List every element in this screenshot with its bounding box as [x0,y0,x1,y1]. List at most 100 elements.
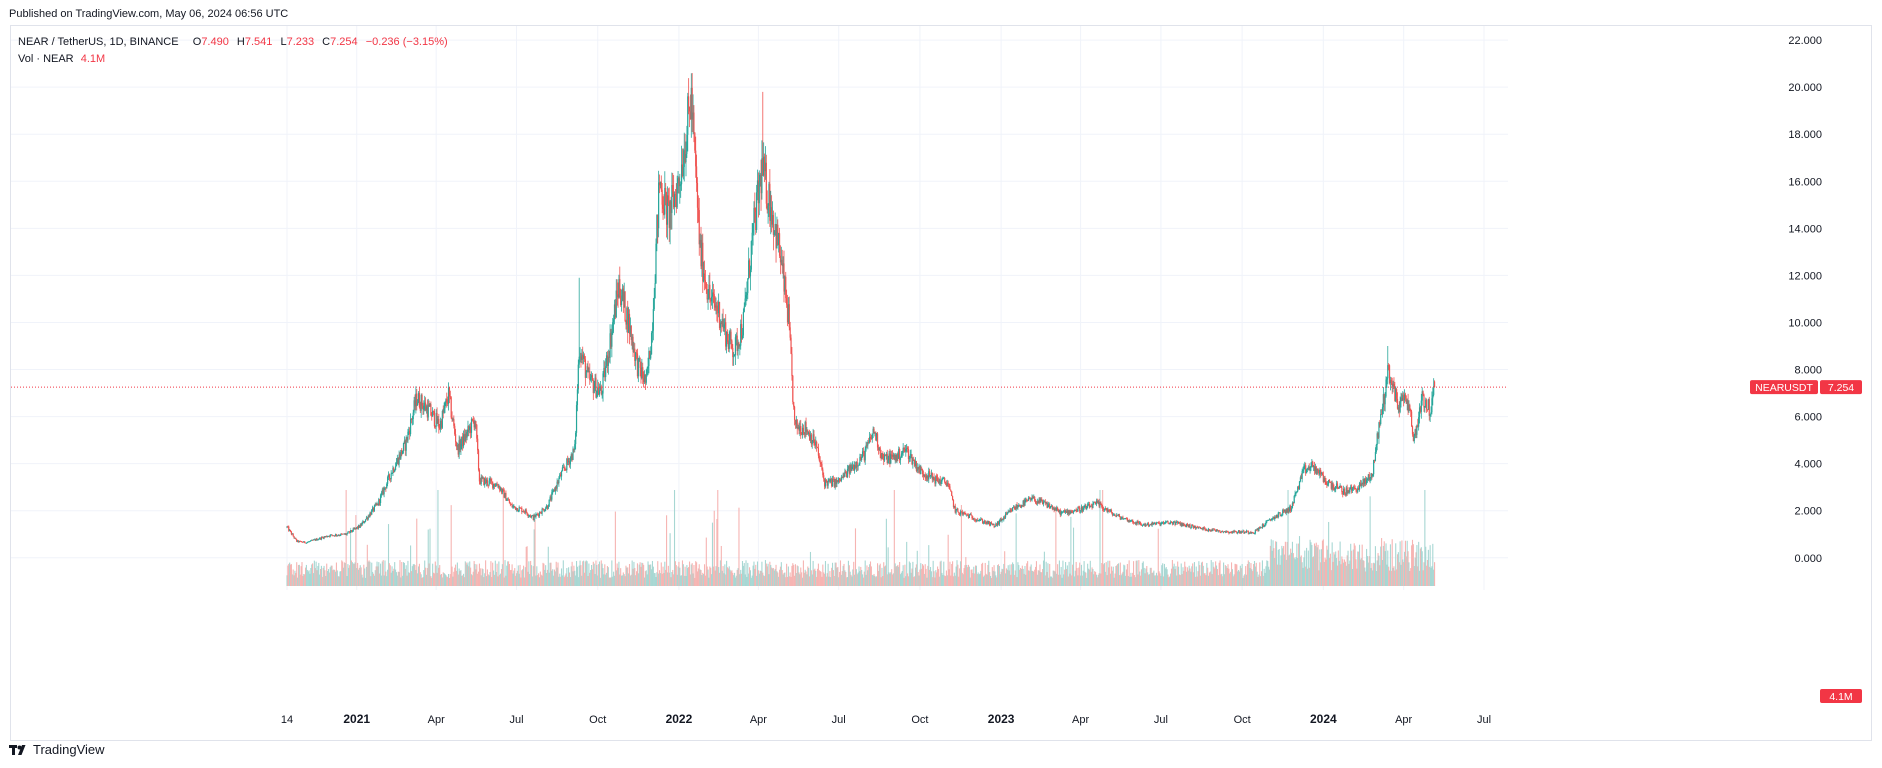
candle-body [1192,525,1195,528]
volume-bar [986,574,988,586]
candle-body [893,454,895,460]
volume-bar [993,565,995,586]
volume-bar [1082,570,1084,586]
volume-bar [699,569,701,586]
candle-body [439,420,442,429]
candle-body [460,444,462,450]
volume-bar [443,572,445,586]
candle-body [477,438,479,451]
candle-body [364,519,367,522]
candle-body [913,459,915,461]
candle-body [778,233,780,246]
candle-body [1381,407,1384,415]
volume-bar [937,566,939,586]
volume-bar [833,575,835,586]
candle-body [1219,530,1221,532]
candle-body [811,441,813,445]
volume-bar [1237,571,1239,586]
candle-body [425,406,428,411]
candle-body [295,537,297,540]
volume-bar [1362,560,1364,586]
candle-body [859,456,861,464]
volume-bar [305,564,307,586]
candle-body [1157,522,1159,524]
volume-bar [835,562,837,586]
volume-bar [1313,556,1315,586]
volume-bar [1298,536,1301,586]
volume-bar [1035,561,1037,586]
volume-bar [728,566,730,586]
volume-bar [1321,540,1324,586]
candle-body [1279,512,1281,516]
symbol-badge-text: NEARUSDT [1755,382,1813,394]
volume-bar [1371,563,1373,586]
candle-body [1134,522,1136,524]
volume-bar [769,561,771,586]
volume-bar [824,573,826,586]
candle-body [1000,518,1002,522]
candle-body [787,304,789,323]
candle-body [1240,531,1242,533]
candle-body [1192,524,1194,526]
volume-bar [473,561,475,586]
tradingview-brand[interactable]: TradingView [9,742,105,757]
candle-body [1110,510,1113,513]
candle-body [427,404,429,418]
open-label: O [192,36,202,48]
candle-body [358,525,360,528]
volume-bar [786,576,789,586]
volume-bar [1194,576,1196,586]
candle-body [512,506,514,508]
volume-bar [627,567,629,586]
volume-bar [1147,572,1149,586]
chart-frame[interactable] [10,25,1872,741]
volume-bar [569,577,571,586]
volume-bar [688,567,690,586]
candle-body [746,293,748,296]
candle-body [1082,507,1084,512]
volume-bar [745,560,747,586]
volume-bar [748,573,750,586]
candle-body [322,537,324,539]
volume-bar [1428,566,1430,586]
candle-body [813,434,815,445]
volume-bar [1001,568,1003,586]
volume-bar [829,571,831,586]
volume-bar [930,571,932,586]
candle-body [876,433,878,441]
volume-bar [1012,564,1015,586]
volume-bar [578,565,580,586]
candle-body [737,342,739,352]
candle-body [641,367,643,378]
volume-bar [678,561,680,586]
volume-bar [1070,516,1072,586]
candle-body [564,468,566,470]
candle-body [1432,394,1434,399]
candle-body [716,305,718,312]
candle-body [690,87,692,120]
candle-body [439,427,441,429]
volume-bar [1128,560,1130,586]
candle-body [1274,516,1276,520]
candle-body [907,448,910,460]
volume-bar [422,577,424,586]
volume-bar [643,577,646,586]
volume-bar [1408,562,1410,586]
volume-bar [1327,549,1329,586]
candle-body [1156,522,1158,524]
volume-bar [828,576,830,586]
volume-bar [832,570,834,586]
volume-bar [1184,561,1186,586]
candle-body [675,195,677,208]
volume-bar [1180,563,1182,586]
volume-bar [1330,570,1332,586]
candle-body [1382,394,1384,408]
candle-body [386,483,388,489]
candle-body [1289,506,1291,512]
time-tick-label: Jul [509,714,523,726]
volume-bar [1071,575,1073,586]
volume-bar [306,569,308,586]
candle-body [963,512,965,514]
volume-bar [807,566,809,586]
